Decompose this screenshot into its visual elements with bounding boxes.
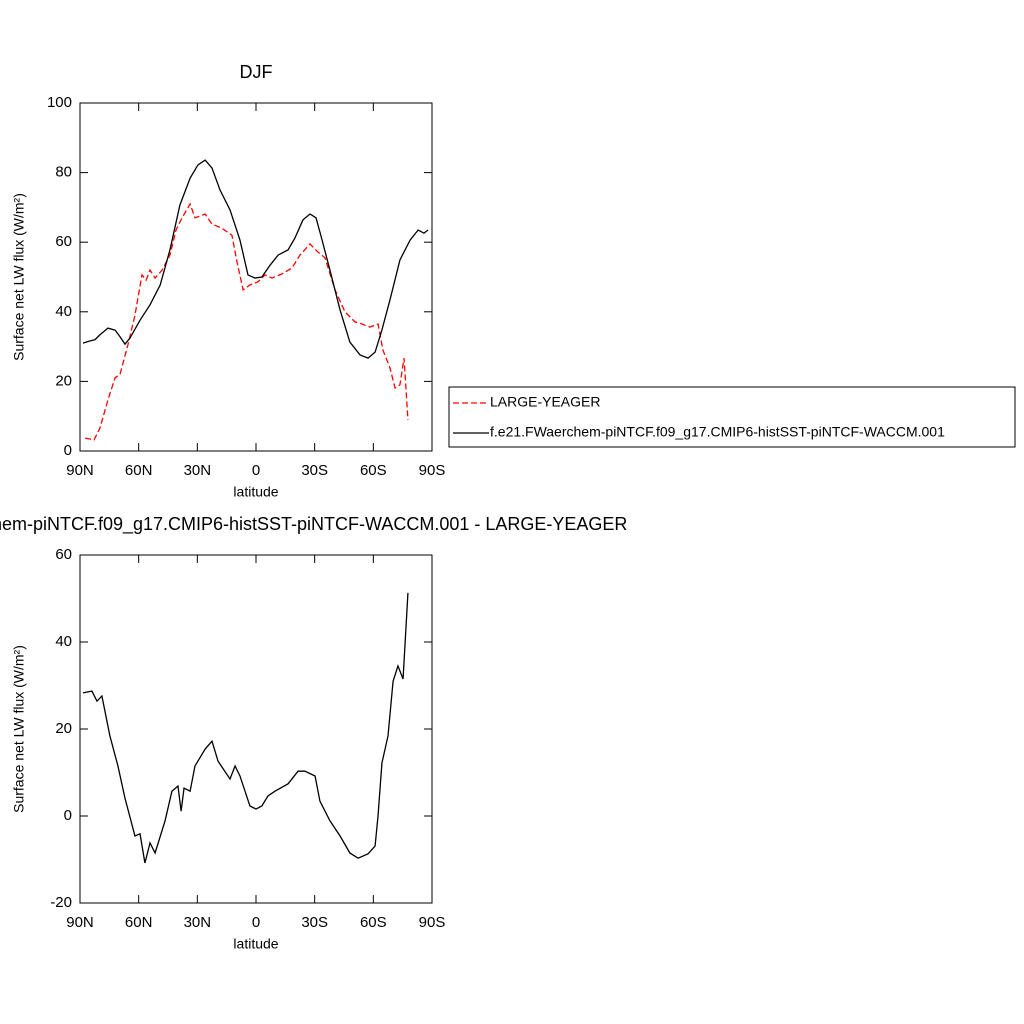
x-tick-label: 90S [419, 462, 446, 479]
y-tick-label: -20 [50, 894, 72, 911]
y-tick-label: 60 [55, 546, 72, 563]
x-tick-label: 90N [66, 914, 94, 931]
x-tick-label: 30N [184, 914, 212, 931]
chart-title: DJF [240, 62, 273, 82]
x-tick-label: 60N [125, 462, 153, 479]
y-tick-label: 80 [55, 164, 72, 181]
y-tick-label: 40 [55, 303, 72, 320]
y-axis-label: Surface net LW flux (W/m²) [11, 645, 27, 813]
x-axis-label: latitude [233, 936, 278, 952]
data-line [84, 202, 409, 441]
y-tick-label: 40 [55, 633, 72, 650]
y-axis-label: Surface net LW flux (W/m²) [11, 193, 27, 361]
y-tick-label: 20 [55, 372, 72, 389]
y-tick-label: 0 [64, 442, 72, 459]
legend-box [448, 386, 1016, 448]
y-tick-label: 0 [64, 807, 72, 824]
x-tick-label: 60S [360, 914, 387, 931]
x-tick-label: 30N [184, 462, 212, 479]
x-tick-label: 30S [301, 462, 328, 479]
plot-frame [79, 102, 433, 452]
x-tick-label: 0 [252, 914, 260, 931]
x-axis-label: latitude [233, 484, 278, 500]
legend-label: LARGE-YEAGER [490, 394, 600, 410]
chart-title: f.e21.FWaerchem-piNTCF.f09_g17.CMIP6-his… [0, 514, 627, 535]
x-tick-label: 60N [125, 914, 153, 931]
x-tick-label: 0 [252, 462, 260, 479]
y-tick-label: 60 [55, 233, 72, 250]
legend-label: f.e21.FWaerchem-piNTCF.f09_g17.CMIP6-his… [490, 424, 945, 440]
y-tick-label: 20 [55, 720, 72, 737]
x-tick-label: 90N [66, 462, 94, 479]
x-tick-label: 60S [360, 462, 387, 479]
data-line [82, 592, 409, 864]
x-tick-label: 90S [419, 914, 446, 931]
y-tick-label: 100 [47, 94, 72, 111]
plot-frame [79, 554, 433, 904]
data-line [82, 159, 429, 359]
x-tick-label: 30S [301, 914, 328, 931]
